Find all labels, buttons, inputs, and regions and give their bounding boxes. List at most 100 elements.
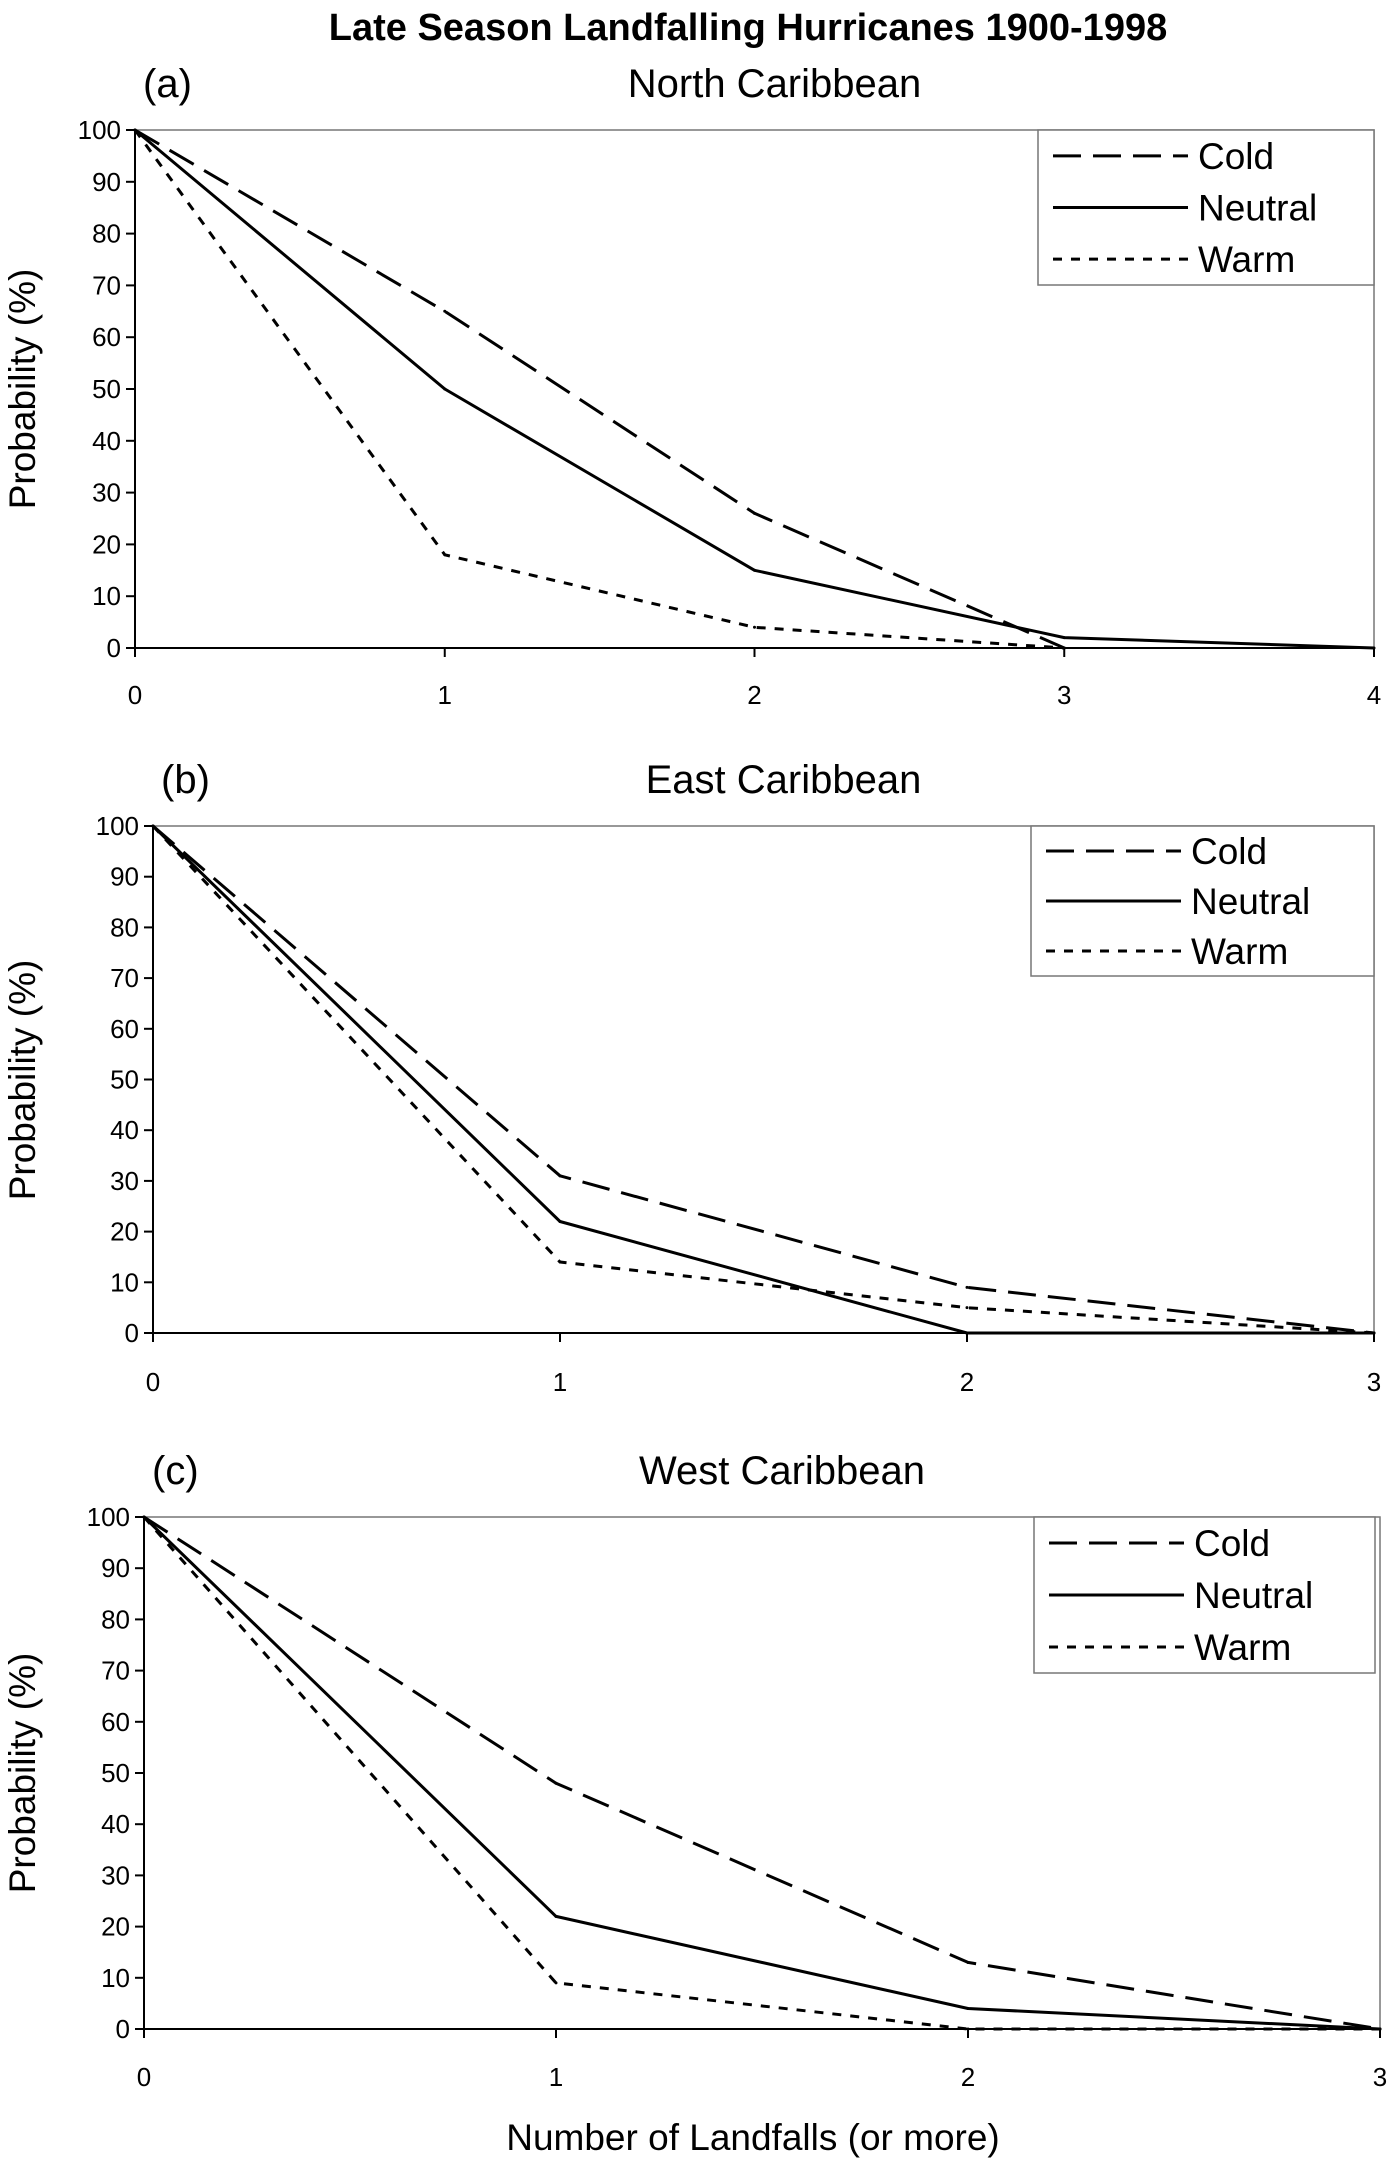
series-line-neutral bbox=[142, 1515, 1381, 2031]
y-tick-label: 100 bbox=[96, 811, 139, 841]
legend-label-warm: Warm bbox=[1194, 1627, 1291, 1668]
legend-label-neutral: Neutral bbox=[1191, 881, 1310, 922]
figure-title: Late Season Landfalling Hurricanes 1900-… bbox=[329, 7, 1167, 49]
x-tick-label: 1 bbox=[549, 2062, 563, 2092]
y-tick-label: 20 bbox=[110, 1217, 139, 1247]
x-tick-label: 1 bbox=[438, 680, 452, 710]
panel-tag: (a) bbox=[143, 62, 192, 106]
series-line-warm bbox=[151, 824, 1375, 1335]
panel-title: East Caribbean bbox=[646, 758, 922, 802]
series-line-neutral bbox=[151, 824, 1374, 1335]
x-tick-label: 4 bbox=[1367, 680, 1381, 710]
x-tick-label: 3 bbox=[1057, 680, 1071, 710]
x-tick-label: 2 bbox=[747, 680, 761, 710]
legend-label-warm: Warm bbox=[1198, 239, 1295, 280]
x-tick-label: 1 bbox=[553, 1367, 567, 1397]
data-point-warm bbox=[133, 128, 137, 132]
data-point-cold bbox=[554, 1781, 558, 1785]
y-tick-label: 30 bbox=[110, 1166, 139, 1196]
data-point-neutral bbox=[558, 1219, 562, 1223]
x-tick-label: 2 bbox=[960, 1367, 974, 1397]
legend-label-warm: Warm bbox=[1191, 931, 1288, 972]
panel-tag: (c) bbox=[152, 1449, 199, 1493]
chart-panel-west-caribbean: 0 10 20 30 40 50 60 70 80 90 100 0 1 2 3 (c) West Caribb… bbox=[2, 1449, 1387, 2092]
y-tick-label: 60 bbox=[110, 1014, 139, 1044]
y-tick-label: 50 bbox=[101, 1758, 130, 1788]
x-tick-label: 0 bbox=[128, 680, 142, 710]
y-tick-label: 20 bbox=[101, 1912, 130, 1942]
y-tick-label: 90 bbox=[101, 1553, 130, 1583]
data-point-cold bbox=[966, 1960, 970, 1964]
series-line-warm bbox=[142, 1516, 1380, 2031]
chart-panel-north-caribbean: 0 10 20 30 40 50 60 70 80 90 100 0 1 2 3 4 (a) North Cari… bbox=[2, 62, 1381, 710]
y-tick-label: 0 bbox=[116, 2014, 130, 2044]
x-tick-label: 3 bbox=[1373, 2062, 1387, 2092]
data-point-warm bbox=[753, 625, 756, 629]
y-tick-label: 50 bbox=[110, 1065, 139, 1095]
data-point-warm bbox=[558, 1260, 562, 1264]
data-point-cold bbox=[965, 1285, 969, 1289]
y-tick-label: 80 bbox=[110, 912, 139, 942]
y-tick-label: 40 bbox=[110, 1115, 139, 1145]
data-point-warm bbox=[142, 1515, 146, 1519]
y-axis-label: Probability (%) bbox=[2, 269, 43, 510]
data-point-neutral bbox=[554, 1914, 558, 1918]
legend-label-cold: Cold bbox=[1194, 1523, 1270, 1564]
y-tick-label: 100 bbox=[87, 1502, 130, 1532]
y-tick-label: 100 bbox=[78, 115, 121, 145]
legend-label-neutral: Neutral bbox=[1194, 1575, 1313, 1616]
y-tick-label: 70 bbox=[92, 270, 121, 300]
y-tick-label: 90 bbox=[92, 167, 121, 197]
data-point-warm bbox=[965, 1306, 969, 1310]
series-line-cold bbox=[134, 128, 1065, 650]
y-tick-label: 30 bbox=[92, 478, 121, 508]
y-tick-label: 60 bbox=[101, 1707, 130, 1737]
y-tick-label: 0 bbox=[107, 633, 121, 663]
y-tick-label: 90 bbox=[110, 862, 139, 892]
data-point-warm bbox=[1378, 2027, 1382, 2031]
y-tick-label: 30 bbox=[101, 1860, 130, 1890]
y-tick-label: 80 bbox=[101, 1604, 130, 1634]
y-tick-label: 40 bbox=[101, 1809, 130, 1839]
y-axis-label: Probability (%) bbox=[2, 960, 43, 1201]
data-point-neutral bbox=[966, 2007, 970, 2011]
y-tick-label: 50 bbox=[92, 374, 121, 404]
data-point-neutral bbox=[965, 1331, 969, 1335]
y-tick-label: 10 bbox=[101, 1963, 130, 1993]
chart-panel-east-caribbean: 0 10 20 30 40 50 60 70 80 90 100 0 1 2 3 (b) East Caribb… bbox=[2, 758, 1381, 1397]
data-point-cold bbox=[753, 511, 756, 515]
data-point-neutral bbox=[443, 387, 447, 391]
legend-label-cold: Cold bbox=[1191, 831, 1267, 872]
data-point-warm bbox=[1062, 646, 1066, 650]
data-point-cold bbox=[443, 309, 447, 313]
panel-title: West Caribbean bbox=[639, 1449, 925, 1493]
x-tick-label: 3 bbox=[1367, 1367, 1381, 1397]
y-tick-label: 10 bbox=[110, 1267, 139, 1297]
data-point-neutral bbox=[1372, 646, 1376, 650]
data-point-warm bbox=[554, 1981, 558, 1985]
panel-title: North Caribbean bbox=[628, 62, 922, 106]
x-tick-label: 0 bbox=[137, 2062, 151, 2092]
x-axis-label: Number of Landfalls (or more) bbox=[506, 2117, 1000, 2158]
y-tick-label: 70 bbox=[110, 963, 139, 993]
y-axis-label: Probability (%) bbox=[2, 1653, 43, 1894]
data-point-neutral bbox=[753, 568, 756, 572]
data-point-neutral bbox=[1062, 636, 1066, 640]
y-tick-label: 40 bbox=[92, 426, 121, 456]
legend-label-cold: Cold bbox=[1198, 136, 1274, 177]
y-tick-label: 10 bbox=[92, 581, 121, 611]
data-point-warm bbox=[151, 824, 155, 828]
series-line-cold bbox=[143, 1515, 1381, 2031]
x-tick-label: 0 bbox=[146, 1367, 160, 1397]
y-tick-label: 60 bbox=[92, 322, 121, 352]
y-tick-label: 80 bbox=[92, 219, 121, 249]
panel-tag: (b) bbox=[161, 758, 210, 802]
data-point-cold bbox=[558, 1174, 562, 1178]
series-line-cold bbox=[152, 824, 1375, 1335]
series-line-warm bbox=[133, 129, 1065, 650]
y-tick-label: 20 bbox=[92, 529, 121, 559]
legend-label-neutral: Neutral bbox=[1198, 188, 1317, 229]
y-tick-label: 0 bbox=[125, 1318, 139, 1348]
